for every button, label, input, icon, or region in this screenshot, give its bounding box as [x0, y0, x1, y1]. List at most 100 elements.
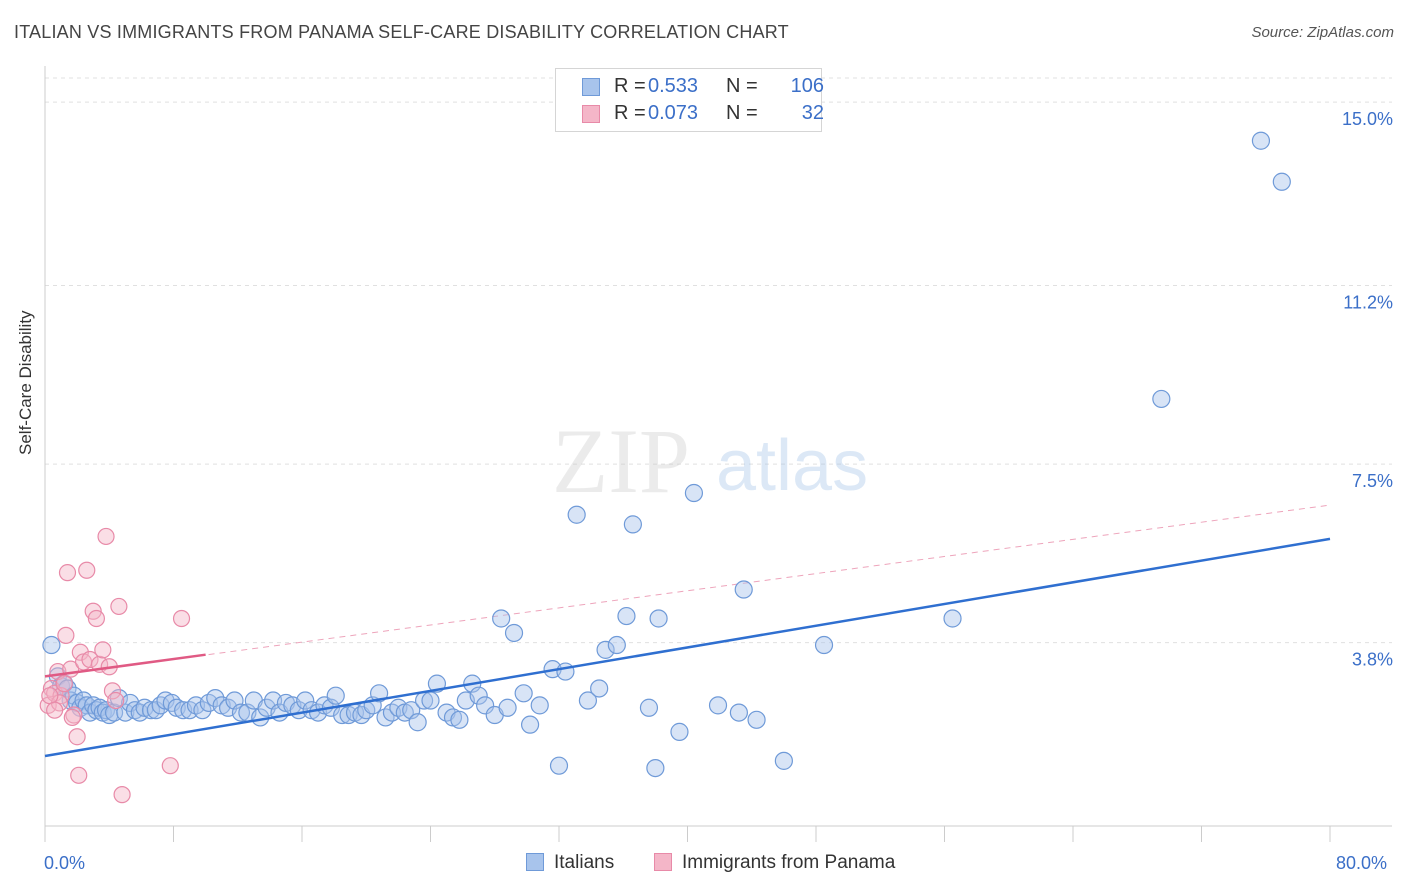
italians-points [42, 131, 1291, 778]
italians-point [684, 483, 704, 503]
chart-title: ITALIAN VS IMMIGRANTS FROM PANAMA SELF-C… [14, 22, 789, 42]
italians-point [549, 756, 569, 775]
legend-swatch-panama [582, 105, 600, 123]
italians-point [556, 662, 575, 681]
italians-point [326, 686, 345, 705]
legend-r-label: R = [614, 75, 646, 97]
italians-point [42, 635, 61, 655]
panama-points [39, 527, 191, 804]
italians-point [590, 679, 609, 698]
italians-point [607, 635, 626, 655]
italians-point [1152, 389, 1171, 409]
italians-trend-line [44, 537, 1331, 758]
italians-point [943, 609, 962, 628]
italians-point [596, 640, 615, 659]
italians-point [649, 609, 668, 628]
y-axis-label: Self-Care Disability [16, 310, 35, 455]
panama-point [70, 766, 88, 784]
panama-trend-line [44, 653, 206, 678]
panama-point [58, 564, 77, 582]
italians-point [504, 623, 524, 643]
italians-point [729, 703, 749, 722]
italians-point [1272, 172, 1291, 191]
italians-point [296, 691, 315, 710]
italians-point [747, 710, 766, 729]
panama-point [68, 728, 86, 746]
italians-point [421, 691, 440, 710]
italians-point [206, 689, 225, 708]
x-tick-label-max: 80.0% [1336, 853, 1388, 873]
source-credit: Source: ZipAtlas.com [1251, 24, 1394, 41]
italians-point [646, 758, 665, 778]
italians-point [734, 580, 753, 599]
italians-point [231, 703, 251, 722]
panama-trend-extended [44, 504, 1331, 677]
italians-point [814, 635, 834, 655]
italians-point [450, 710, 469, 729]
panama-point [161, 757, 179, 775]
y-tick-label: 7.5% [1352, 471, 1393, 491]
bottom-legend-label-italians: Italians [554, 852, 615, 873]
legend-r-value: 0.073 [648, 102, 699, 124]
bottom-legend-label-panama: Immigrants from Panama [682, 852, 896, 873]
panama-point [78, 561, 96, 579]
panama-point [97, 527, 115, 546]
y-tick-label: 11.2% [1343, 293, 1393, 313]
bottom-legend-panama: Immigrants from Panama [654, 852, 895, 874]
panama-point [94, 641, 112, 659]
bottom-legend-italians: Italians [526, 852, 614, 874]
panama-point [110, 597, 128, 616]
italians-point [639, 698, 659, 717]
legend-n-label: N = [726, 75, 758, 97]
panama-point [41, 687, 59, 705]
panama-point [81, 650, 99, 669]
panama-point [87, 609, 106, 628]
panama-point [107, 691, 125, 710]
italians-point [670, 722, 689, 741]
bottom-legend-swatch-panama [654, 853, 672, 871]
axes [44, 66, 1392, 842]
watermark: ZIP atlas [552, 410, 868, 512]
y-tick-labels: 3.8% 7.5% 11.2% 15.0% [1342, 109, 1393, 669]
panama-point [113, 786, 131, 804]
trend-lines [44, 537, 1331, 758]
italians-point [530, 696, 549, 715]
bottom-legend-swatch-italians [526, 853, 544, 871]
gridlines [45, 77, 1392, 644]
panama-point [103, 682, 122, 700]
panama-point [57, 626, 75, 644]
legend-n-value: 32 [801, 102, 824, 124]
italians-point [193, 701, 212, 720]
legend-n-label: N = [726, 102, 758, 124]
italians-point [578, 691, 598, 710]
italians-point [141, 701, 161, 720]
italians-point [498, 698, 517, 717]
y-tick-label: 3.8% [1352, 650, 1393, 670]
watermark-atlas: atlas [716, 426, 868, 506]
italians-point [514, 684, 533, 703]
italians-point [623, 515, 642, 534]
legend-n-value: 106 [790, 75, 824, 97]
italians-point [492, 609, 511, 628]
panama-point [46, 701, 64, 719]
legend-r-label: R = [614, 102, 646, 124]
panama-point [172, 609, 191, 628]
italians-point [469, 686, 488, 705]
y-tick-label: 15.0% [1342, 109, 1393, 129]
panama-trend-dashed [44, 504, 1331, 677]
italians-point [774, 751, 793, 770]
italians-point [567, 505, 586, 524]
correlation-legend: R = 0.533 N = 106 R = 0.073 N = 32 [555, 68, 824, 132]
x-tick-label-min: 0.0% [44, 853, 86, 873]
italians-point [1251, 131, 1271, 150]
legend-swatch-italians [582, 78, 600, 96]
legend-r-value: 0.533 [648, 75, 699, 97]
italians-point [617, 606, 636, 626]
italians-point [408, 713, 427, 732]
panama-point [63, 708, 81, 727]
italians-point [370, 684, 389, 703]
italians-point [708, 696, 728, 715]
panama-point [55, 675, 73, 693]
italians-point [520, 715, 540, 734]
